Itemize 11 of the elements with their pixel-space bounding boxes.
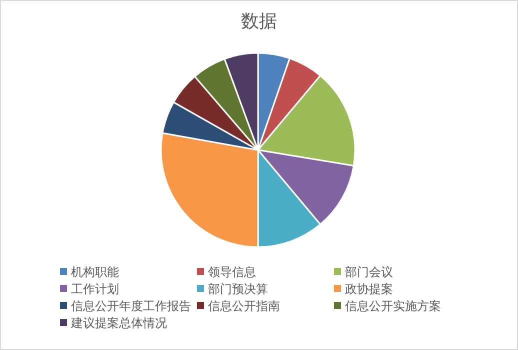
legend-label: 部门会议: [345, 265, 393, 279]
legend-label: 信息公开年度工作报告: [71, 299, 191, 313]
legend-label: 政协提案: [345, 282, 393, 296]
chart-title: 数据: [241, 11, 277, 32]
legend-label: 机构职能: [71, 265, 119, 279]
legend-label: 信息公开实施方案: [345, 299, 441, 313]
legend-label: 建议提案总体情况: [70, 316, 167, 330]
legend-label: 信息公开指南: [208, 299, 280, 313]
legend-label: 领导信息: [208, 265, 256, 279]
legend-label: 部门预决算: [208, 282, 268, 296]
legend-label: 工作计划: [71, 282, 119, 296]
